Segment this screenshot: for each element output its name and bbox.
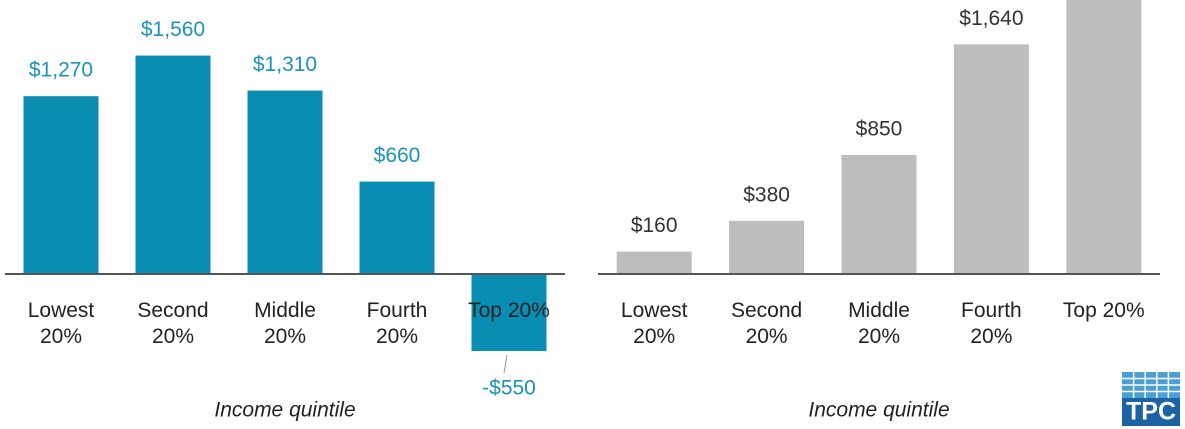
value-label: $1,270 [29,59,93,82]
x-tick-label-line: 20% [376,325,418,348]
x-tick-label-line: 20% [264,325,306,348]
x-tick-label: Top 20% [1063,299,1145,322]
x-axis-label: Income quintile [214,399,355,422]
x-tick-label-line: Lowest [28,299,95,322]
bar [135,55,211,275]
value-label: $850 [856,118,903,141]
x-tick-label-line: Middle [254,299,316,322]
bar [1066,0,1142,275]
bar [616,251,692,275]
x-tick-label-line: 20% [970,325,1012,348]
bar [841,154,917,275]
x-tick-label-line: 20% [858,325,900,348]
x-tick-label-line: 20% [633,325,675,348]
leader-line [503,354,508,374]
x-tick-label: Lowest 20% [28,299,95,348]
x-tick-label-line: Fourth [367,299,428,322]
bar [247,90,323,275]
x-tick-label: Middle 20% [254,299,316,348]
x-tick-label-line: Lowest [621,299,688,322]
x-tick-label-line: Fourth [961,299,1022,322]
x-tick-label: Second 20% [137,299,208,348]
x-tick-label-line: Top 20% [468,299,550,322]
x-tick-label-line: Middle [848,299,910,322]
x-tick-label: Fourth 20% [961,299,1022,348]
x-tick-label-line: 20% [152,325,194,348]
x-tick-label: Middle 20% [848,299,910,348]
value-label: $160 [631,214,678,237]
x-tick-label-line: 20% [40,325,82,348]
x-axis-label: Income quintile [808,399,949,422]
x-tick-label-line: Second [731,299,802,322]
bar [23,96,99,275]
x-tick-label-line: 20% [746,325,788,348]
x-tick-label: Fourth 20% [367,299,428,348]
value-label: -$550 [482,377,536,400]
x-tick-label: Second 20% [731,299,802,348]
bar [729,220,805,275]
logo-text: TPC [1126,398,1176,426]
value-label: $660 [374,144,421,167]
value-label: $1,640 [959,7,1023,30]
x-tick-label: Lowest 20% [621,299,688,348]
value-label: $1,560 [141,18,205,41]
x-tick-label-line: Top 20% [1063,299,1145,322]
x-tick-label-line: Second [137,299,208,322]
logo-base [1122,398,1180,426]
logo-grid-lines [1122,372,1180,398]
value-label: $1,310 [253,53,317,76]
bar [471,274,547,352]
bar [359,181,435,275]
logo: TPC [1122,372,1180,426]
bar [953,44,1029,275]
x-tick-label: Top 20% [468,299,550,322]
value-label: $380 [743,183,790,206]
